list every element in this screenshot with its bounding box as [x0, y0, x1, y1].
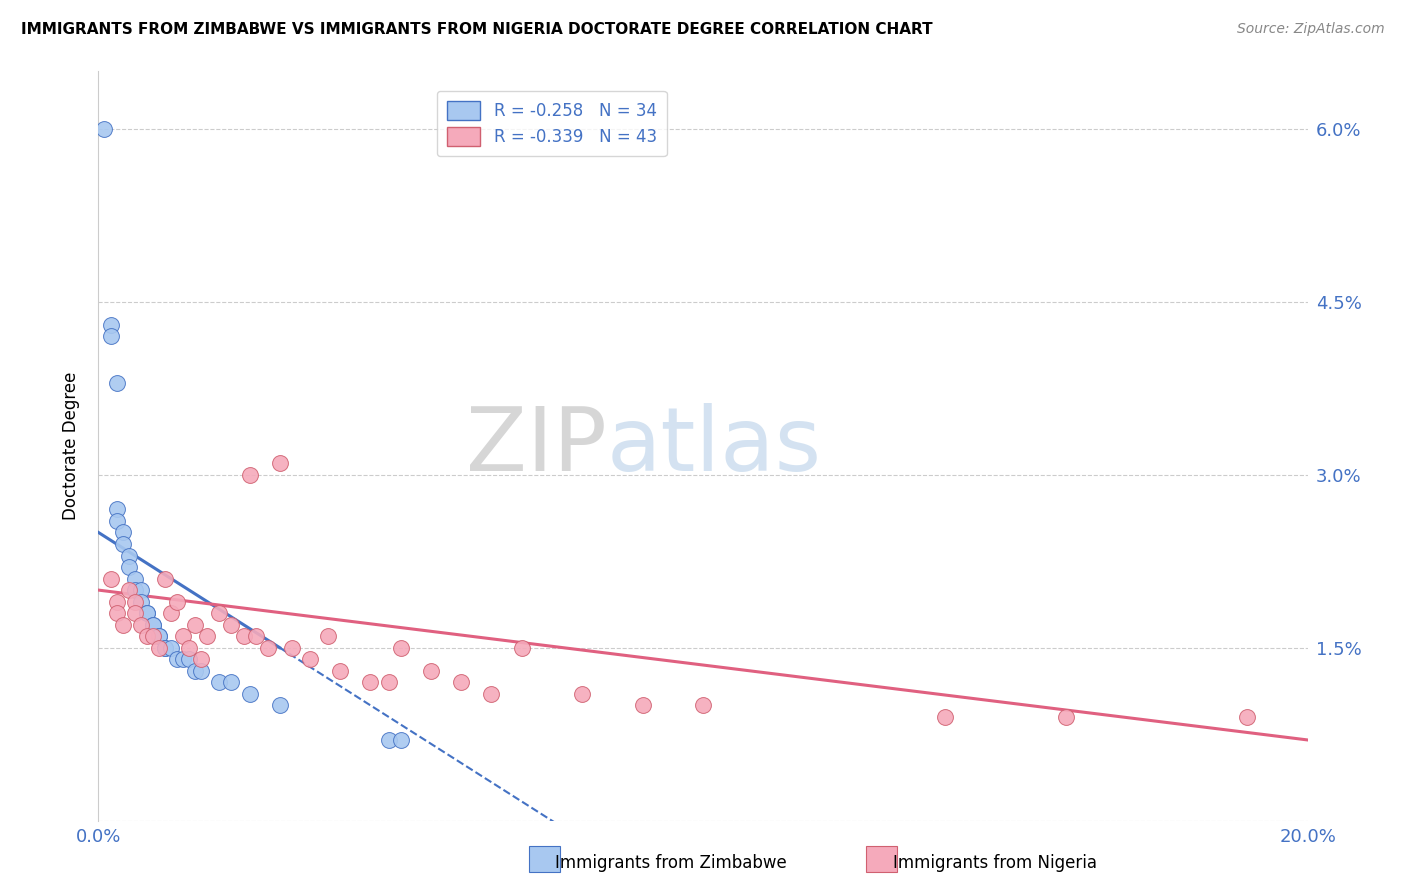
Point	[631, 698, 654, 713]
FancyBboxPatch shape	[529, 846, 560, 872]
Point	[124, 606, 146, 620]
Point	[329, 664, 352, 678]
Point	[142, 629, 165, 643]
Point	[172, 629, 194, 643]
Point	[179, 640, 201, 655]
Point	[93, 122, 115, 136]
Point	[377, 675, 399, 690]
Point	[360, 675, 382, 690]
Point	[135, 606, 157, 620]
Point	[100, 329, 122, 343]
Point	[299, 652, 322, 666]
Point	[208, 606, 231, 620]
Point	[118, 583, 141, 598]
Text: Immigrants from Zimbabwe: Immigrants from Zimbabwe	[534, 855, 787, 872]
Point	[221, 675, 243, 690]
Point	[377, 733, 399, 747]
Point	[281, 640, 304, 655]
Point	[239, 687, 262, 701]
Point	[172, 652, 194, 666]
Point	[105, 502, 128, 516]
Point	[166, 652, 188, 666]
Point	[100, 572, 122, 586]
Text: Immigrants from Nigeria: Immigrants from Nigeria	[872, 855, 1097, 872]
Point	[135, 606, 157, 620]
Point	[142, 617, 165, 632]
Point	[160, 640, 183, 655]
Point	[232, 629, 254, 643]
Point	[184, 664, 207, 678]
Point	[124, 572, 146, 586]
Point	[111, 617, 134, 632]
Point	[245, 629, 267, 643]
Point	[111, 525, 134, 540]
Point	[148, 640, 170, 655]
Point	[571, 687, 593, 701]
Point	[105, 594, 128, 608]
Point	[111, 537, 134, 551]
Text: IMMIGRANTS FROM ZIMBABWE VS IMMIGRANTS FROM NIGERIA DOCTORATE DEGREE CORRELATION: IMMIGRANTS FROM ZIMBABWE VS IMMIGRANTS F…	[21, 22, 932, 37]
Point	[124, 583, 146, 598]
Point	[1054, 710, 1077, 724]
Point	[135, 629, 157, 643]
Point	[100, 318, 122, 332]
Point	[105, 376, 128, 390]
Point	[1236, 710, 1258, 724]
Point	[316, 629, 339, 643]
Point	[389, 640, 412, 655]
Point	[129, 594, 152, 608]
Point	[129, 617, 152, 632]
Point	[190, 652, 212, 666]
Point	[269, 698, 291, 713]
Y-axis label: Doctorate Degree: Doctorate Degree	[62, 372, 80, 520]
Point	[124, 594, 146, 608]
Point	[166, 594, 188, 608]
Point	[221, 617, 243, 632]
Point	[510, 640, 533, 655]
Point	[148, 629, 170, 643]
FancyBboxPatch shape	[866, 846, 897, 872]
Point	[105, 514, 128, 528]
Point	[239, 467, 262, 482]
Point	[256, 640, 278, 655]
Point	[153, 640, 176, 655]
Point	[105, 606, 128, 620]
Point	[190, 664, 212, 678]
Legend: R = -0.258   N = 34, R = -0.339   N = 43: R = -0.258 N = 34, R = -0.339 N = 43	[437, 91, 666, 156]
Text: atlas: atlas	[606, 402, 821, 490]
Text: Source: ZipAtlas.com: Source: ZipAtlas.com	[1237, 22, 1385, 37]
Point	[142, 617, 165, 632]
Point	[389, 733, 412, 747]
Point	[692, 698, 714, 713]
Point	[179, 652, 201, 666]
Text: ZIP: ZIP	[465, 402, 606, 490]
Point	[118, 549, 141, 563]
Point	[481, 687, 503, 701]
Point	[184, 617, 207, 632]
Point	[129, 583, 152, 598]
Point	[269, 456, 291, 470]
Point	[208, 675, 231, 690]
Point	[934, 710, 956, 724]
Point	[160, 606, 183, 620]
Point	[153, 572, 176, 586]
Point	[195, 629, 218, 643]
Point	[450, 675, 472, 690]
Point	[420, 664, 443, 678]
Point	[118, 560, 141, 574]
Point	[153, 640, 176, 655]
Point	[148, 629, 170, 643]
